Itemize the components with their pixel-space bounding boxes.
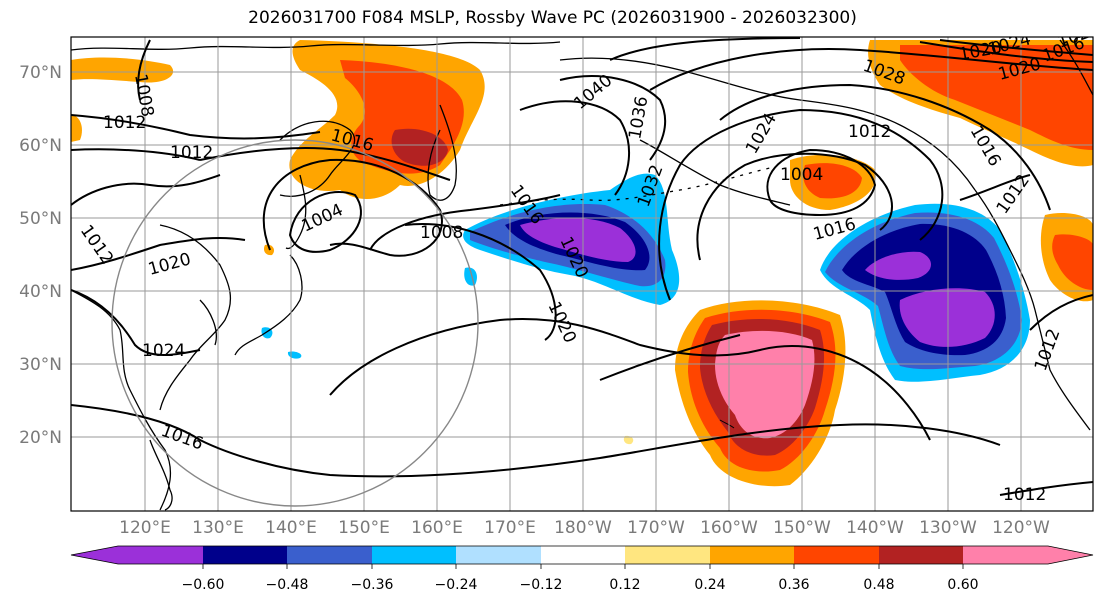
lon-label: 140°W [846,518,904,538]
colorbar-segment [287,546,372,564]
colorbar: −0.60 −0.48 −0.36 −0.24 −0.12 0.12 0.24 … [70,545,1094,593]
lon-label: 160°E [411,518,463,538]
colorbar-segment [456,546,541,564]
graticule [71,37,1093,511]
projection-circle [111,139,479,507]
isobar-label: 1008 [420,223,463,243]
colorbar-segment [794,546,879,564]
colorbar-tick-label: 0.36 [778,577,809,593]
map-title: 2026031700 F084 MSLP, Rossby Wave PC (20… [248,8,857,28]
lon-label: 150°E [338,518,390,538]
colorbar-segment [372,546,456,564]
colorbar-tick-label: −0.36 [351,577,394,593]
longitude-labels: 120°E 130°E 140°E 150°E 160°E 170°E 180°… [119,518,1050,538]
lat-label: 20°N [19,428,62,448]
colorbar-tick-label: 0.24 [694,577,725,593]
colorbar-tick-label: −0.48 [266,577,309,593]
colorbar-segment [625,546,710,564]
latitude-labels: 70°N 60°N 50°N 40°N 30°N 20°N [19,63,62,448]
lon-label: 130°W [919,518,977,538]
isobar-label: 1012 [848,122,891,142]
lon-label: 120°W [992,518,1050,538]
isobars [71,37,1093,496]
lon-label: 160°W [700,518,758,538]
map-frame [70,36,1094,512]
colorbar-outline [70,545,1094,565]
colorbar-segment [879,546,963,564]
lat-label: 40°N [19,282,62,302]
isobar-label: 1012 [103,113,146,133]
colorbar-tick-label: 0.48 [863,577,894,593]
colorbar-tick-label: −0.24 [435,577,478,593]
lon-label: 130°E [192,518,244,538]
colorbar-segment [1048,546,1093,564]
lat-label: 70°N [19,63,62,83]
lat-label: 60°N [19,136,62,156]
colorbar-segment [118,546,203,564]
colorbar-tick-label: −0.12 [520,577,563,593]
isobar-label: 1024 [142,341,185,361]
lon-label: 170°W [627,518,685,538]
lon-label: 180°W [554,518,612,538]
lat-label: 50°N [19,209,62,229]
isobar-label: 1012 [170,143,213,163]
colorbar-tick-label: 0.60 [947,577,978,593]
colorbar-segment [710,546,794,564]
colorbar-segment [963,546,1048,564]
lon-label: 120°E [119,518,171,538]
colorbar-segment [203,546,287,564]
lon-label: 140°E [265,518,317,538]
colorbar-segment [541,546,625,564]
colorbar-segment [71,546,118,564]
isobar-label: 1012 [1003,485,1046,505]
lon-label: 170°E [484,518,536,538]
colorbar-tick-label: −0.60 [182,577,225,593]
isobar-label: 1004 [780,165,823,185]
lat-label: 30°N [19,355,62,375]
colorbar-tick-label: 0.12 [609,577,640,593]
lon-label: 150°W [773,518,831,538]
